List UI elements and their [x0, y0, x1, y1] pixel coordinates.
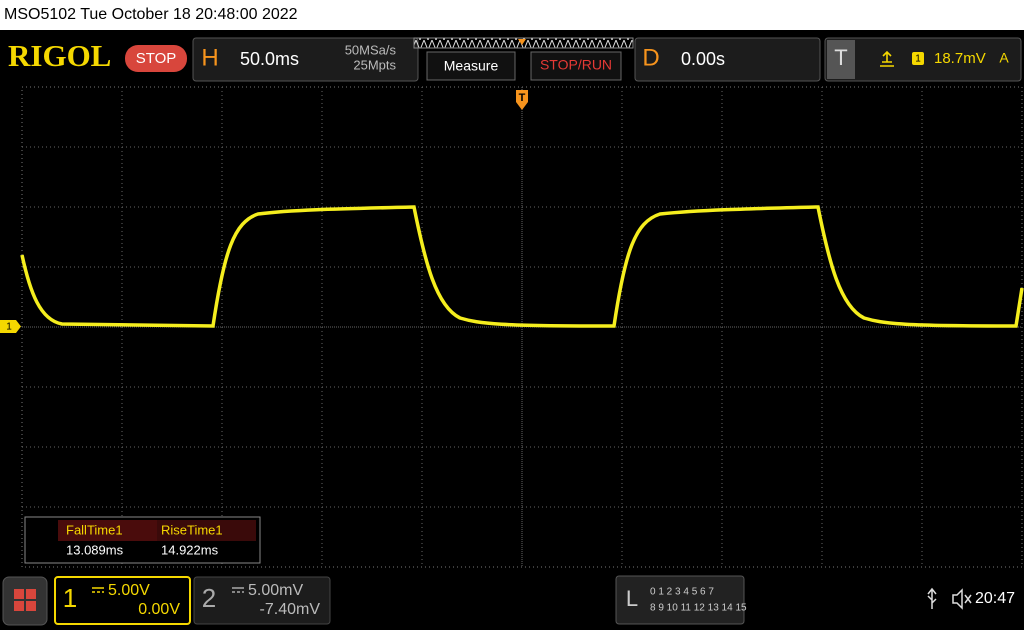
horizontal-box[interactable]	[192, 37, 419, 82]
channel-scale: 5.00mV	[248, 582, 303, 599]
trigger-position-marker	[518, 39, 526, 45]
logic-channels: 0 1 2 3 4 5 6 7	[650, 587, 714, 598]
menu-icon	[14, 589, 36, 611]
measurement-value: 14.922ms	[161, 542, 219, 557]
logic-channels: 8 9 10 11 12 13 14 15	[650, 603, 747, 614]
trigger-position-bar	[413, 37, 634, 49]
channel-offset: -7.40mV	[260, 601, 321, 618]
measurement-value: 13.089ms	[66, 542, 124, 557]
menu-button[interactable]	[2, 576, 48, 626]
stop-run-label: STOP/RUN	[540, 57, 612, 73]
trigger-marker-label: T	[519, 92, 526, 104]
status-text: MSO5102 Tue October 18 20:48:00 2022	[4, 6, 298, 23]
channel-2-box[interactable]	[193, 576, 331, 625]
trigger-source: 1	[915, 54, 921, 65]
logic-box[interactable]	[615, 575, 745, 625]
trigger-source-bg	[912, 52, 924, 65]
channel-marker	[0, 320, 21, 333]
measurement-name-cell	[157, 520, 256, 541]
measurement-name-cell	[58, 520, 157, 541]
delay-value: 0.00s	[681, 49, 725, 69]
channel-marker-label: 1	[6, 322, 12, 333]
coupling-icon	[92, 587, 104, 593]
channel-1-box[interactable]	[54, 576, 191, 625]
waveform	[20, 205, 1024, 328]
logo: RIGOL	[8, 38, 111, 73]
measurement-name: RiseTime1	[161, 522, 223, 537]
memory-depth: 25Mpts	[353, 57, 396, 72]
clock: 20:47	[975, 590, 1015, 607]
trigger-edge-icon	[880, 50, 894, 67]
channel-offset: 0.00V	[138, 601, 180, 618]
run-state: STOP	[136, 50, 177, 67]
trigger-marker	[516, 90, 528, 110]
coupling-icon	[232, 587, 244, 593]
trigger-mode: A	[999, 50, 1009, 66]
timebase: 50.0ms	[240, 49, 299, 69]
sample-rate: 50MSa/s	[345, 42, 397, 57]
stop-run-button[interactable]	[530, 51, 622, 81]
channel-id: 2	[202, 583, 216, 613]
run-state-button[interactable]	[125, 45, 187, 72]
channel-scale: 5.00V	[108, 582, 150, 599]
measurement-name: FallTime1	[66, 522, 123, 537]
status-bar	[0, 0, 1024, 30]
measure-button[interactable]	[426, 51, 516, 81]
speaker-icon[interactable]	[952, 588, 972, 610]
trigger-label: T	[834, 45, 847, 70]
trigger-level: 18.7mV	[934, 50, 986, 67]
channel-id: 1	[63, 583, 77, 613]
horizontal-label: H	[201, 44, 218, 71]
usb-icon	[927, 587, 937, 609]
delay-label: D	[642, 44, 659, 71]
logic-label: L	[626, 586, 638, 611]
measure-label: Measure	[444, 58, 499, 74]
trigger-label-bg	[827, 40, 855, 79]
delay-box[interactable]	[634, 37, 821, 82]
